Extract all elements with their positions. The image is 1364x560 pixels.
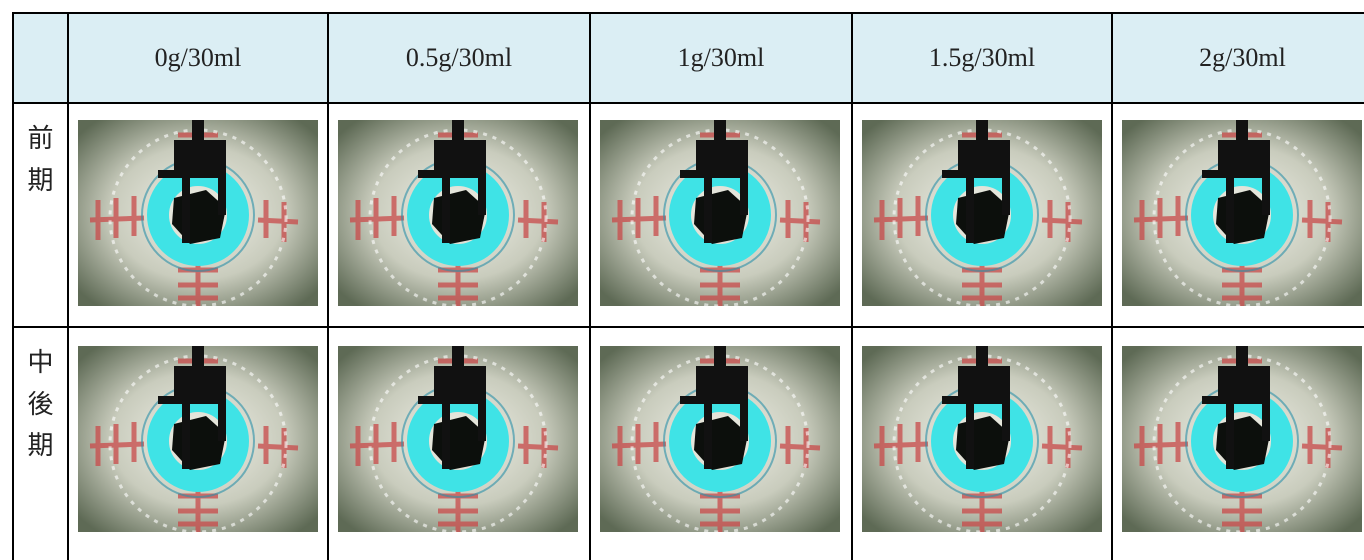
photo-cell: [68, 327, 328, 560]
row-label: 前期: [28, 118, 54, 201]
photo-cell: [1112, 327, 1364, 560]
row-label-cell: 前期: [13, 103, 68, 327]
column-header: 2g/30ml: [1112, 13, 1364, 103]
column-header: 0.5g/30ml: [328, 13, 590, 103]
corner-cell: [13, 13, 68, 103]
table-row: 中後期: [13, 327, 1364, 560]
photo-cell: [852, 327, 1112, 560]
photo: [78, 346, 318, 532]
photo: [600, 120, 840, 306]
photo: [338, 120, 578, 306]
photo-cell: [68, 103, 328, 327]
photo-cell: [328, 327, 590, 560]
photo: [862, 120, 1102, 306]
column-header: 1.5g/30ml: [852, 13, 1112, 103]
photo: [600, 346, 840, 532]
photo: [338, 346, 578, 532]
page: 0g/30ml0.5g/30ml1g/30ml1.5g/30ml2g/30ml 前…: [0, 0, 1364, 560]
photo-cell: [590, 327, 852, 560]
photo-cell: [328, 103, 590, 327]
photo-cell: [852, 103, 1112, 327]
photo: [1122, 346, 1362, 532]
row-label: 中後期: [28, 342, 54, 467]
row-label-cell: 中後期: [13, 327, 68, 560]
photo: [1122, 120, 1362, 306]
column-header: 1g/30ml: [590, 13, 852, 103]
photo: [78, 120, 318, 306]
column-header: 0g/30ml: [68, 13, 328, 103]
photo-cell: [1112, 103, 1364, 327]
table-row: 前期: [13, 103, 1364, 327]
photo-cell: [590, 103, 852, 327]
photo: [862, 346, 1102, 532]
